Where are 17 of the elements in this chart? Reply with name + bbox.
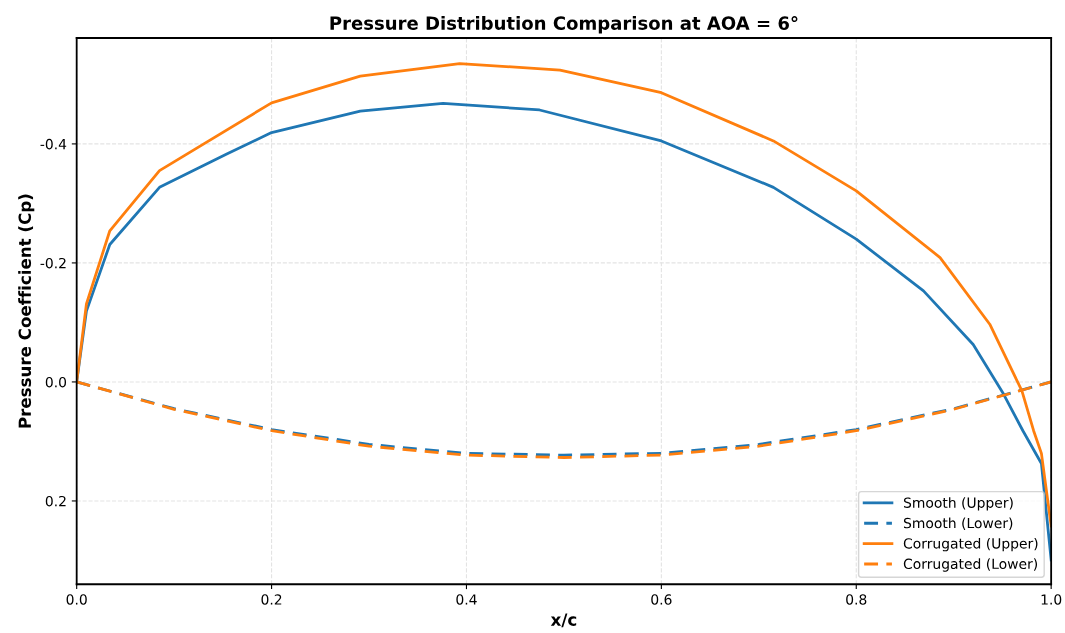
legend-label: Corrugated (Upper): [903, 537, 1038, 552]
legend-label: Corrugated (Lower): [903, 558, 1038, 572]
x-tick-label: 0.0: [66, 594, 87, 605]
legend-label: Smooth (Upper): [903, 497, 1013, 511]
x-tick-label: 0.4: [456, 594, 477, 605]
x-tick-label: 0.2: [261, 594, 282, 605]
y-tick-label: 0.0: [45, 376, 67, 388]
x-tick-label: 0.8: [846, 594, 867, 605]
x-tick-label: 1.0: [1041, 594, 1062, 605]
y-tick-label: -0.4: [40, 138, 67, 150]
y-tick-label: 0.2: [45, 495, 66, 507]
legend-label: Smooth (Lower): [903, 517, 1013, 530]
chart-title: Pressure Distribution Comparison at AOA = 6°: [330, 15, 798, 34]
x-axis-title: x/c: [550, 613, 577, 628]
x-tick-label: 0.6: [651, 594, 672, 605]
y-axis-title: Pressure Coefficient (Cp): [18, 194, 35, 428]
y-tick-label: -0.2: [40, 257, 66, 269]
